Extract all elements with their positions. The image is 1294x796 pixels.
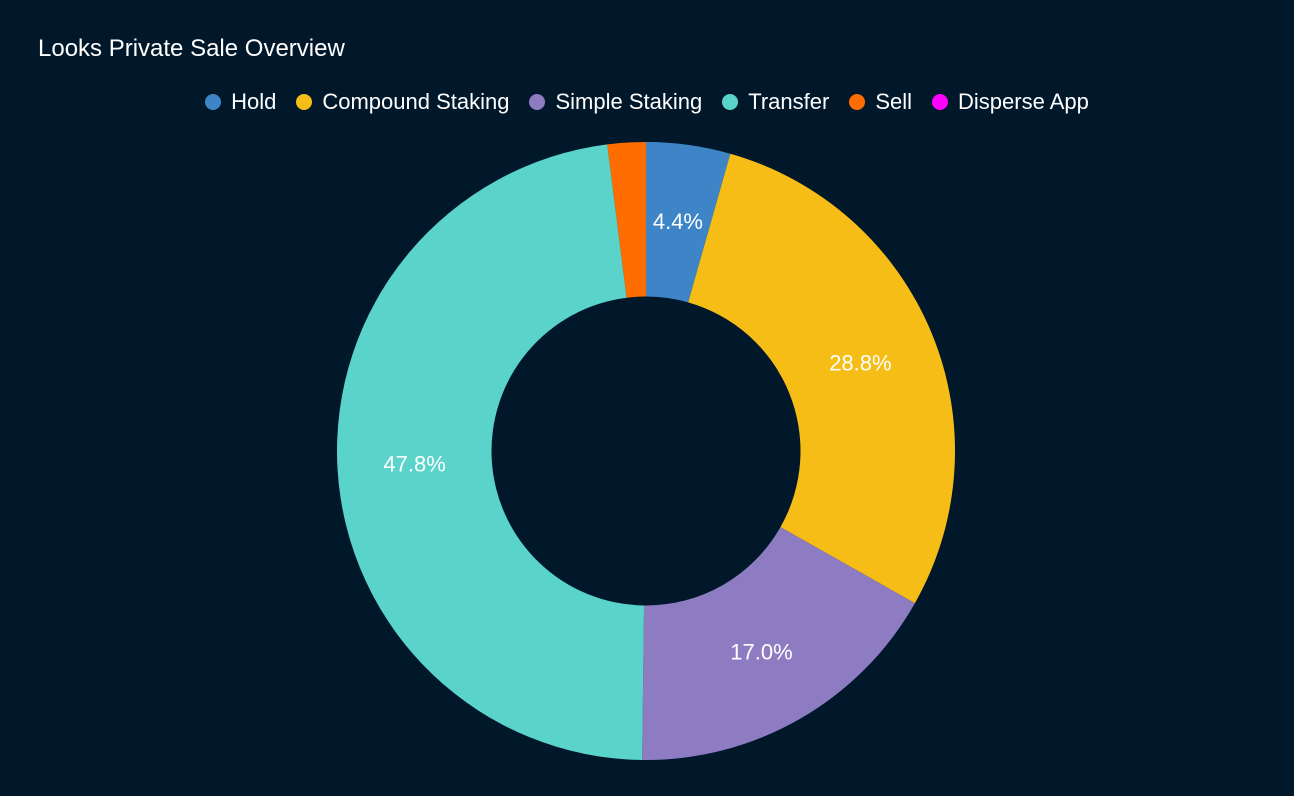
chart-title: Looks Private Sale Overview: [38, 35, 345, 62]
legend-label-hold: Hold: [231, 89, 277, 114]
chart-legend: Hold Compound Staking Simple Staking Tra…: [0, 86, 1294, 118]
legend-swatch-sell: [849, 94, 866, 110]
legend-item-transfer[interactable]: Transfer: [722, 87, 829, 117]
donut-slices: [337, 142, 955, 760]
slice-label-compound-staking: 28.8%: [829, 350, 891, 375]
legend-swatch-hold: [205, 94, 222, 110]
slice-label-simple-staking: 17.0%: [730, 639, 792, 664]
legend-swatch-transfer: [722, 94, 739, 110]
legend-label-compound-staking: Compound Staking: [322, 89, 510, 114]
legend-swatch-disperse-app: [932, 94, 949, 110]
legend-label-transfer: Transfer: [748, 89, 830, 114]
slice-sell[interactable]: [607, 142, 646, 298]
slice-hold[interactable]: [646, 142, 731, 303]
donut-labels: 4.4% 28.8% 17.0% 47.8%: [383, 209, 891, 664]
legend-item-disperse-app[interactable]: Disperse App: [932, 87, 1089, 117]
legend-label-disperse-app: Disperse App: [958, 89, 1089, 114]
slice-compound-staking[interactable]: [688, 153, 955, 604]
slice-label-hold: 4.4%: [653, 209, 703, 234]
legend-swatch-compound-staking: [296, 94, 313, 110]
legend-item-simple-staking[interactable]: Simple Staking: [529, 87, 702, 117]
legend-item-compound-staking[interactable]: Compound Staking: [296, 87, 509, 117]
legend-swatch-simple-staking: [529, 94, 546, 110]
slice-simple-staking[interactable]: [642, 527, 915, 760]
legend-item-hold[interactable]: Hold: [205, 87, 276, 117]
slice-label-transfer: 47.8%: [383, 452, 445, 477]
legend-label-simple-staking: Simple Staking: [555, 89, 703, 114]
legend-label-sell: Sell: [875, 89, 913, 114]
legend-item-sell[interactable]: Sell: [849, 87, 912, 117]
slice-transfer[interactable]: [337, 144, 645, 760]
